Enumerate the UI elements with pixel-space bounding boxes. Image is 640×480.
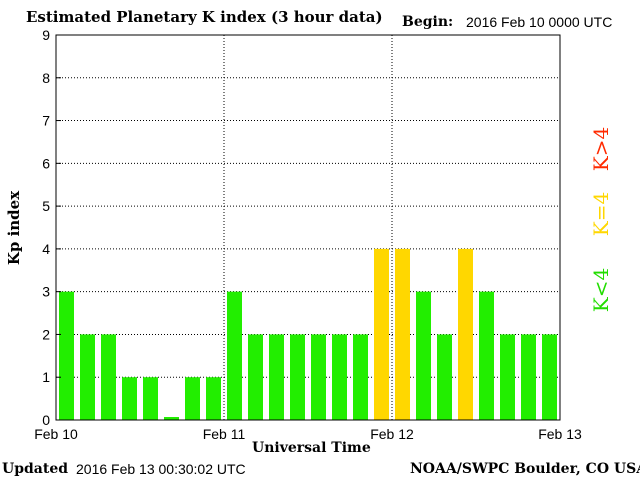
kp-bar [458, 248, 473, 420]
kp-bar [395, 248, 410, 420]
kp-bar [437, 334, 452, 420]
x-tick-label: Feb 12 [370, 426, 414, 442]
kp-bar [101, 334, 116, 420]
x-tick-label: Feb 11 [203, 426, 246, 442]
x-tick-label: Feb 13 [538, 426, 582, 442]
kp-bar [185, 377, 200, 420]
updated-label: Updated [2, 461, 69, 477]
kp-bar [311, 334, 326, 420]
kp-bar [374, 248, 389, 420]
axis-ticks: 0 1 2 3 4 5 6 7 8 9 Feb 10 Feb 11 Feb 12 Feb 13 [34, 27, 582, 442]
begin-label: Begin: [402, 14, 454, 30]
kp-bar [80, 334, 95, 420]
kp-bar [227, 291, 242, 420]
plot-frame [55, 34, 561, 421]
kp-bar [164, 417, 179, 420]
legend-above-4: K>4 [589, 126, 613, 172]
x-tick-label: Feb 10 [34, 426, 78, 442]
grid-lines [56, 35, 560, 420]
kp-bar [269, 334, 284, 420]
y-tick-label: 7 [42, 113, 50, 129]
begin-value: 2016 Feb 10 0000 UTC [466, 14, 613, 30]
legend-below-4: K<4 [589, 267, 613, 313]
kp-bar [353, 334, 368, 420]
y-tick-label: 4 [42, 241, 50, 257]
y-tick-label: 9 [42, 27, 50, 43]
credit-text: NOAA/SWPC Boulder, CO USA [410, 461, 640, 477]
bars [59, 248, 557, 420]
y-tick-label: 5 [42, 198, 50, 214]
y-tick-label: 3 [42, 284, 50, 300]
y-tick-label: 1 [42, 369, 50, 385]
updated-value: 2016 Feb 13 00:30:02 UTC [76, 461, 246, 477]
kp-bar [206, 377, 221, 420]
kp-bar [521, 334, 536, 420]
y-tick-label: 6 [42, 155, 50, 171]
legend-equal-4: K=4 [589, 191, 613, 237]
y-tick-label: 0 [42, 412, 50, 428]
kp-bar [479, 291, 494, 420]
chart-title: Estimated Planetary K index (3 hour data… [26, 8, 383, 26]
x-axis-label: Universal Time [252, 440, 371, 456]
kp-bar [416, 291, 431, 420]
kp-bar [542, 334, 557, 420]
y-axis-label: Kp index [5, 190, 23, 266]
kp-bar [143, 377, 158, 420]
y-tick-label: 8 [42, 70, 50, 86]
kp-bar [122, 377, 137, 420]
kp-bar [248, 334, 263, 420]
kp-bar [290, 334, 305, 420]
y-tick-label: 2 [42, 326, 50, 342]
kp-bar [59, 291, 74, 420]
kp-bar [332, 334, 347, 420]
kp-bar [500, 334, 515, 420]
